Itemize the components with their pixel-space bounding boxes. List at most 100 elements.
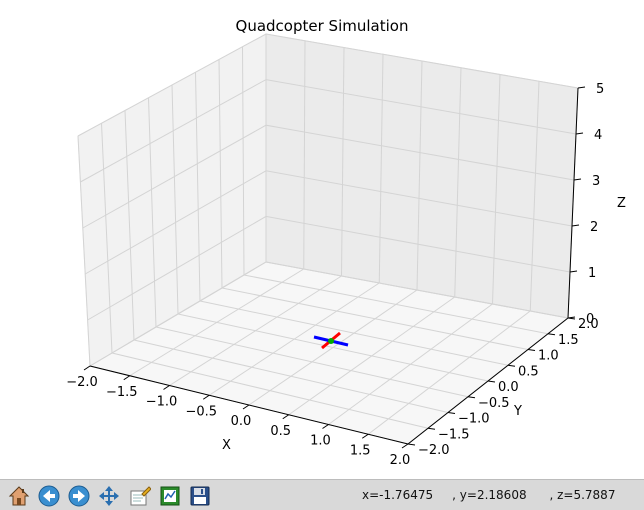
arrow-right-icon [68, 485, 90, 506]
x-tick-label: 1.5 [350, 443, 371, 458]
y-tick [407, 443, 416, 446]
grid-line-y [111, 352, 429, 429]
z-tick [567, 316, 576, 319]
grid-line-z [77, 33, 579, 137]
plot-canvas[interactable]: −2.0 −1.5 −1.0 −0.5 0.0 0.5 1.0 1.5 2.0 −2.0 −1.5−… [0, 0, 644, 479]
y-tick-label: −1.5 [438, 427, 470, 442]
grid-line-x-wall [303, 40, 306, 270]
navigation-toolbar: x=-1.76475 , y=2.18608 , z=5.7887 [0, 479, 644, 510]
x-tick-label: 1.0 [310, 434, 331, 449]
z-tick [571, 224, 580, 227]
subplots-icon [160, 486, 180, 505]
home-icon [8, 485, 30, 505]
x-tick [322, 424, 329, 429]
grid-line-x-wall [492, 74, 501, 305]
grid-line-z [80, 79, 577, 183]
arrow-left-icon [38, 485, 60, 506]
x-tick [282, 414, 290, 420]
forward-button[interactable] [66, 483, 92, 508]
floppy-icon [190, 486, 210, 505]
y-tick-label: 2.0 [578, 317, 599, 332]
y-tick [467, 396, 476, 399]
x-tick-label: −1.0 [146, 395, 178, 410]
z-tick-label: 2 [590, 220, 598, 235]
x-tick-label: −2.0 [66, 375, 98, 390]
y-tick-label: 0.0 [498, 380, 519, 395]
z-axis-label: Z [617, 196, 626, 211]
y-tick-label: 1.5 [558, 333, 579, 348]
y-tick-label: −2.0 [418, 443, 450, 458]
z-tick-label: 1 [588, 266, 596, 281]
y-axis-label: Y [513, 404, 522, 419]
y-tick [427, 427, 436, 430]
back-button[interactable] [36, 483, 62, 508]
y-tick-label: 0.5 [518, 364, 539, 379]
z-axis-line [567, 87, 579, 319]
axes-3d[interactable]: −2.0−1.5−1.0−0.50.00.51.01.52.0−2.0−1.5−… [0, 0, 644, 479]
x-tick [361, 433, 369, 439]
z-tick [577, 86, 586, 89]
save-button[interactable] [187, 483, 213, 508]
z-tick-label: 3 [592, 174, 600, 189]
quadcopter-model [313, 331, 349, 350]
grid-line-y-wall [148, 97, 157, 328]
grid-line-y-wall [218, 59, 223, 289]
axis-ticks: −2.0−1.5−1.0−0.50.00.51.01.52.0−2.0−1.5−… [66, 82, 604, 468]
pan-button[interactable] [96, 483, 122, 508]
grid-line-y [155, 326, 469, 398]
grid-line-x-wall [416, 60, 423, 291]
quad-center [328, 338, 334, 344]
z-tick [575, 132, 584, 135]
grid-line-x-wall [341, 47, 345, 277]
coordinate-readout: x=-1.76475 , y=2.18608 , z=5.7887 [362, 488, 616, 502]
zoom-rect-icon [130, 485, 151, 505]
grid-line-z [84, 170, 573, 275]
z-tick-label: 4 [594, 128, 602, 143]
y-tick-label: −1.0 [458, 412, 490, 427]
z-tick [573, 178, 582, 181]
x-tick-label: 0.5 [270, 424, 291, 439]
x-tick [163, 385, 170, 390]
z-tick-label: 0 [586, 312, 594, 327]
y-tick-label: −0.5 [478, 396, 510, 411]
y-tick-label: 1.0 [538, 349, 559, 364]
y-tick [487, 380, 496, 383]
x-tick-label: 0.0 [231, 414, 252, 429]
x-tick [83, 365, 91, 371]
x-tick-label: −0.5 [185, 404, 217, 419]
x-axis-label: X [222, 438, 231, 453]
x-tick [123, 375, 131, 381]
y-tick [447, 412, 456, 414]
grid-line-x-wall [529, 81, 540, 312]
grid-line-y-wall [171, 84, 179, 315]
x-tick [242, 404, 250, 410]
y-tick [507, 364, 516, 367]
grid-line-z [82, 124, 575, 229]
grid-line-z [87, 215, 571, 321]
grid-line-y [199, 300, 509, 366]
y-tick [527, 349, 536, 351]
grid-line-x-wall [378, 54, 384, 284]
grid-line-y-wall [77, 135, 91, 367]
z-tick [569, 270, 578, 273]
grid-line-y-wall [195, 72, 201, 302]
grid-line-y [133, 339, 449, 413]
grid-line-y [243, 274, 549, 335]
grid-line-y-wall [101, 123, 113, 354]
x-tick-label: 2.0 [390, 453, 411, 468]
x-tick [401, 443, 409, 449]
subplots-button[interactable] [157, 483, 183, 508]
y-tick [547, 333, 556, 336]
home-button[interactable] [6, 483, 32, 508]
plot-title: Quadcopter Simulation [236, 17, 409, 35]
grid-line-x-wall [454, 67, 462, 298]
grid-line-z [89, 261, 569, 367]
grid-line-y-wall [242, 46, 245, 276]
grid-line-y [221, 287, 529, 350]
grid-line-y [177, 313, 489, 382]
move-icon [99, 485, 119, 506]
grid-line-y-wall [124, 110, 135, 341]
zoom-button[interactable] [127, 483, 153, 508]
z-tick-label: 5 [596, 82, 604, 97]
x-tick-label: −1.5 [106, 385, 138, 400]
